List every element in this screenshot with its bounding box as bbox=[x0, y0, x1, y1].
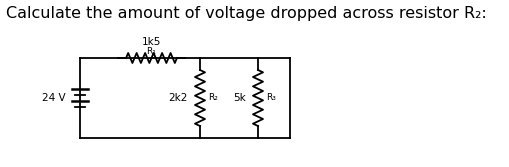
Text: 5k: 5k bbox=[233, 93, 245, 103]
Text: 1k5: 1k5 bbox=[142, 37, 161, 47]
Text: R₁: R₁ bbox=[146, 46, 156, 55]
Text: R₂: R₂ bbox=[208, 94, 217, 103]
Text: Calculate the amount of voltage dropped across resistor R₂:: Calculate the amount of voltage dropped … bbox=[6, 6, 486, 21]
Text: R₃: R₃ bbox=[266, 94, 275, 103]
Text: 2k2: 2k2 bbox=[168, 93, 188, 103]
Text: 24 V: 24 V bbox=[42, 93, 66, 103]
